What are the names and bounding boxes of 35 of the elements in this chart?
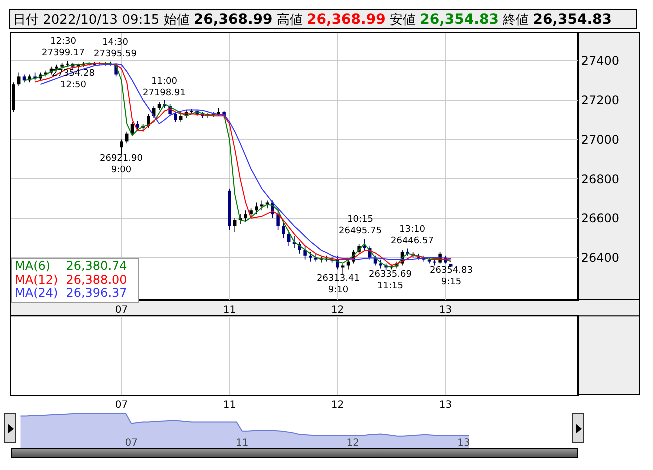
x-tick-label: 12 <box>346 438 360 449</box>
y-tick-label: 27400 <box>581 54 620 68</box>
text: MA(12) 26,388.00 <box>15 272 128 287</box>
y-tick-label: 26800 <box>581 172 620 186</box>
annotation: 26354.83 9:15 <box>430 266 473 288</box>
annotation: 12:30 27399.17 <box>42 37 85 59</box>
annotation: 11:00 27198.91 <box>143 77 186 99</box>
y-tick-label: 26400 <box>581 251 620 266</box>
category-label: 11 <box>223 400 236 411</box>
y-tick-label: 27000 <box>581 132 620 147</box>
text: MA(24) 26,396.37 <box>15 286 128 300</box>
annotation: 14:30 27395.59 <box>94 38 138 60</box>
x-tick-label: 11 <box>236 438 249 449</box>
annotation: 26335.69 11:15 <box>369 270 412 292</box>
annotation: 26313.41 9:10 <box>317 274 360 296</box>
chart-title: 日付 2022/10/13 09:15 始値 <box>13 13 190 28</box>
text: 終値 26,354.83 <box>503 12 612 28</box>
text: 高値 26,368.99 <box>276 12 386 28</box>
y-tick-label: 27200 <box>581 94 620 108</box>
x-tick-label: 12 <box>331 305 344 316</box>
x-tick-label: 11 <box>223 305 236 316</box>
category-label: 12 <box>331 400 344 411</box>
text: 26,368.99 <box>194 12 273 28</box>
y-tick-label: 26600 <box>581 212 620 226</box>
annotation: 10:15 26495.75 <box>339 215 382 237</box>
x-tick-label: 13 <box>439 305 452 316</box>
text: MA(6) 26,380.74 <box>15 259 128 273</box>
category-label: 13 <box>439 400 452 411</box>
text: 安値 26,354.83 <box>390 12 499 28</box>
x-tick-label: 13 <box>458 438 470 449</box>
x-tick-label: 07 <box>125 438 138 449</box>
annotation: 26921.90 9:00 <box>100 154 144 176</box>
x-tick-label: 07 <box>115 305 128 316</box>
category-label: 07 <box>115 400 128 411</box>
annotation: 13:10 26446.57 <box>391 225 434 247</box>
